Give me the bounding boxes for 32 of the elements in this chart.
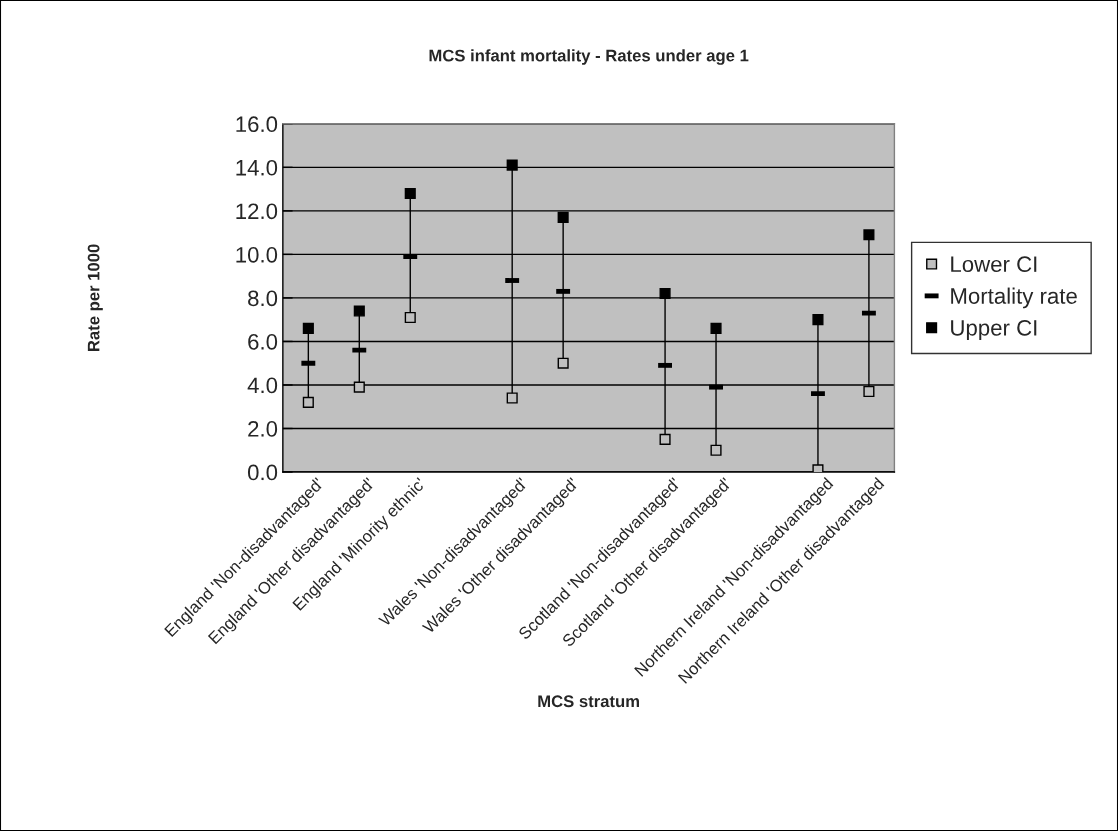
- point: [557, 357, 569, 369]
- point: [659, 433, 671, 445]
- point: [302, 396, 314, 408]
- y-tick-label: 10.0: [236, 246, 278, 263]
- y-axis-title: Rate per 1000: [87, 244, 103, 351]
- y-tick-label: 16.0: [236, 116, 278, 133]
- point: [863, 229, 875, 241]
- point: [863, 385, 875, 398]
- point: [812, 314, 824, 326]
- x-axis-title: MCS stratum: [538, 695, 639, 708]
- point: [353, 305, 365, 317]
- y-tick-label: 12.0: [236, 203, 278, 220]
- y-tick-label: 2.0: [248, 421, 278, 437]
- point: [557, 211, 569, 223]
- point: [506, 392, 518, 404]
- legend-label: Upper CI: [951, 319, 1037, 341]
- point: [812, 464, 824, 473]
- point: [353, 381, 365, 393]
- point: [404, 311, 416, 324]
- y-tick-label: 6.0: [248, 333, 278, 350]
- y-tick-label: 8.0: [248, 290, 278, 307]
- point: [710, 322, 722, 334]
- point: [710, 444, 722, 456]
- point: [659, 288, 671, 300]
- y-tick-label: 14.0: [236, 159, 278, 176]
- point: [302, 322, 314, 334]
- legend-label: Mortality rate: [951, 287, 1077, 309]
- legend-label: Lower CI: [951, 256, 1037, 273]
- y-tick-label: 4.0: [247, 377, 278, 394]
- point: [404, 187, 416, 200]
- chart-title: MCS infant mortality - Rates under age 1: [429, 49, 749, 65]
- point: [506, 159, 518, 171]
